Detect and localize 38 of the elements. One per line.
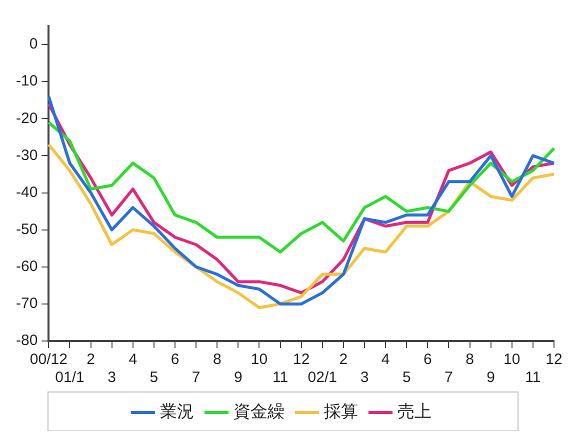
x-tick-label: 12 bbox=[546, 351, 562, 368]
x-tick-label: 3 bbox=[360, 369, 369, 386]
x-tick-label: 9 bbox=[486, 369, 496, 386]
x-tick-label: 10 bbox=[504, 351, 520, 368]
y-tick-label: -30 bbox=[16, 146, 38, 164]
x-tick-label: 3 bbox=[108, 369, 116, 386]
legend-label: 資金繰 bbox=[234, 402, 284, 422]
y-tick-label: -80 bbox=[16, 332, 38, 350]
x-tick-label: 5 bbox=[150, 369, 158, 386]
x-tick-label: 8 bbox=[466, 351, 474, 368]
x-tick-label: 11 bbox=[525, 369, 541, 386]
y-tick-label: -20 bbox=[16, 110, 38, 127]
y-tick-label: -60 bbox=[16, 258, 38, 276]
legend-label: 売上 bbox=[398, 402, 432, 422]
x-tick-label: 6 bbox=[170, 351, 180, 368]
legend-label: 業況 bbox=[160, 402, 194, 422]
y-tick-label: -40 bbox=[16, 184, 38, 201]
x-tick-label: 01/1 bbox=[55, 369, 84, 386]
x-tick-label: 12 bbox=[292, 351, 310, 368]
x-tick-label: 4 bbox=[381, 351, 390, 368]
x-tick-label: 7 bbox=[444, 369, 453, 386]
y-tick-label: 0 bbox=[29, 36, 38, 53]
x-tick-label: 02/1 bbox=[308, 369, 337, 386]
y-tick-label: -50 bbox=[16, 220, 38, 238]
y-tick-label: -70 bbox=[16, 295, 38, 312]
x-tick-label: 2 bbox=[86, 351, 95, 368]
y-tick-label: -10 bbox=[16, 72, 38, 90]
legend-label: 採算 bbox=[324, 402, 358, 422]
x-tick-label: 9 bbox=[234, 369, 242, 386]
x-tick-label: 6 bbox=[424, 351, 432, 368]
x-tick-label: 2 bbox=[339, 351, 348, 368]
x-tick-label: 00/12 bbox=[30, 351, 68, 368]
x-tick-label: 8 bbox=[212, 351, 222, 368]
x-tick-label: 4 bbox=[128, 351, 138, 368]
x-tick-label: 10 bbox=[250, 351, 268, 368]
x-tick-label: 11 bbox=[272, 369, 288, 386]
x-tick-label: 7 bbox=[192, 369, 200, 386]
x-tick-label: 5 bbox=[402, 369, 411, 386]
